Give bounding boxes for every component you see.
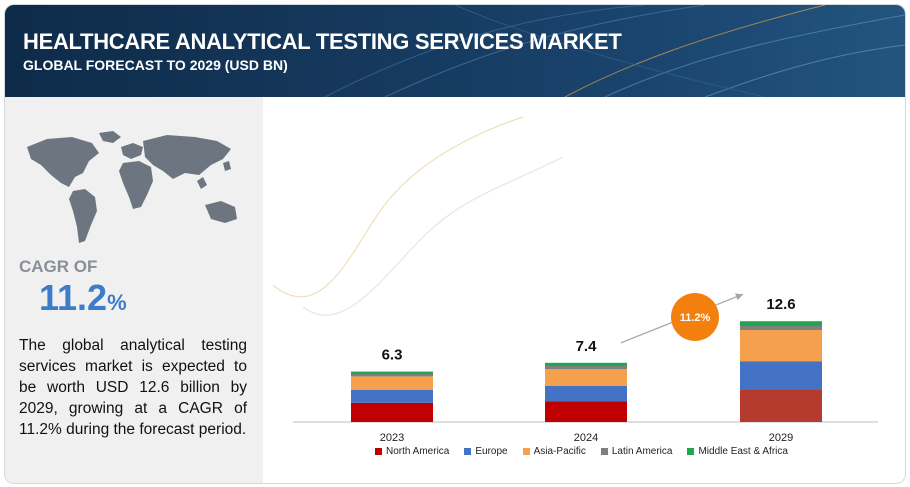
legend-item-north-america: North America	[375, 446, 449, 457]
bar-segment-2023-latin-america	[351, 374, 433, 377]
cagr-unit: %	[107, 290, 127, 315]
bar-segment-2024-north-america	[545, 401, 627, 422]
legend-swatch	[464, 448, 472, 455]
total-label-2029: 12.6	[766, 296, 795, 313]
growth-arrow-head	[735, 293, 743, 301]
legend-swatch	[522, 448, 530, 455]
decorative-swoosh	[272, 116, 524, 298]
header-banner: HEALTHCARE ANALYTICAL TESTING SERVICES M…	[5, 5, 905, 97]
world-map-icon	[27, 131, 237, 243]
legend-item-europe: Europe	[464, 446, 508, 457]
bar-segment-2029-latin-america	[740, 326, 822, 330]
x-tick-label-2023: 2023	[380, 432, 404, 444]
bar-segment-2023-europe	[351, 390, 433, 403]
cagr-bubble-label: 11.2%	[680, 312, 711, 324]
bar-segment-2029-asia-pacific	[740, 330, 822, 362]
page-title: HEALTHCARE ANALYTICAL TESTING SERVICES M…	[23, 29, 622, 54]
market-description: The global analytical testing services m…	[19, 337, 247, 438]
cagr-label: CAGR OF	[19, 257, 98, 276]
bar-segment-2029-europe	[740, 361, 822, 390]
legend-label: Asia-Pacific	[533, 446, 586, 457]
stacked-bar-chart: 6.3 2023 7.4 2024 12.6 2029 11.2%	[272, 116, 878, 444]
legend-label: Europe	[475, 446, 508, 457]
legend-item-asia-pacific: Asia-Pacific	[522, 446, 586, 457]
legend-label: North America	[386, 446, 450, 457]
bar-segment-2024-asia-pacific	[545, 369, 627, 386]
bar-segment-2023-north-america	[351, 402, 433, 422]
decorative-swoosh-light	[302, 156, 564, 316]
legend-swatch	[375, 448, 382, 455]
legend-swatch	[600, 448, 608, 455]
total-label-2023: 6.3	[382, 347, 403, 364]
bar-segment-2029-middle-east-africa	[740, 321, 822, 326]
page-subtitle: GLOBAL FORECAST TO 2029 (USD BN)	[23, 57, 288, 73]
legend-label: Latin America	[611, 446, 673, 457]
x-tick-label-2024: 2024	[574, 432, 598, 444]
cagr-number: 11.2	[39, 277, 108, 318]
legend-label: Middle East & Africa	[698, 446, 788, 457]
bar-segment-2024-latin-america	[545, 366, 627, 370]
left-panel: CAGR OF 11.2% The global analytical test…	[5, 97, 263, 483]
x-tick-label-2029: 2029	[769, 432, 793, 444]
header-background-lines	[324, 5, 905, 97]
bar-segment-2029-north-america	[740, 390, 822, 422]
bar-segment-2023-asia-pacific	[351, 376, 433, 390]
bar-segment-2024-middle-east-africa	[545, 362, 627, 366]
cagr-value: 11.2%	[39, 277, 127, 319]
cagr-bubble	[671, 293, 719, 341]
total-label-2024: 7.4	[576, 338, 598, 355]
bar-segment-2023-middle-east-africa	[351, 371, 433, 374]
legend-item-latin-america: Latin America	[600, 446, 673, 457]
legend-swatch	[687, 448, 695, 455]
chart-legend: North America Europe Asia-Pacific Latin Ame…	[375, 446, 788, 457]
legend-item-middle-east-africa: Middle East & Africa	[687, 446, 788, 457]
infographic-card: HEALTHCARE ANALYTICAL TESTING SERVICES M…	[4, 4, 906, 484]
bar-segment-2024-europe	[545, 386, 627, 402]
